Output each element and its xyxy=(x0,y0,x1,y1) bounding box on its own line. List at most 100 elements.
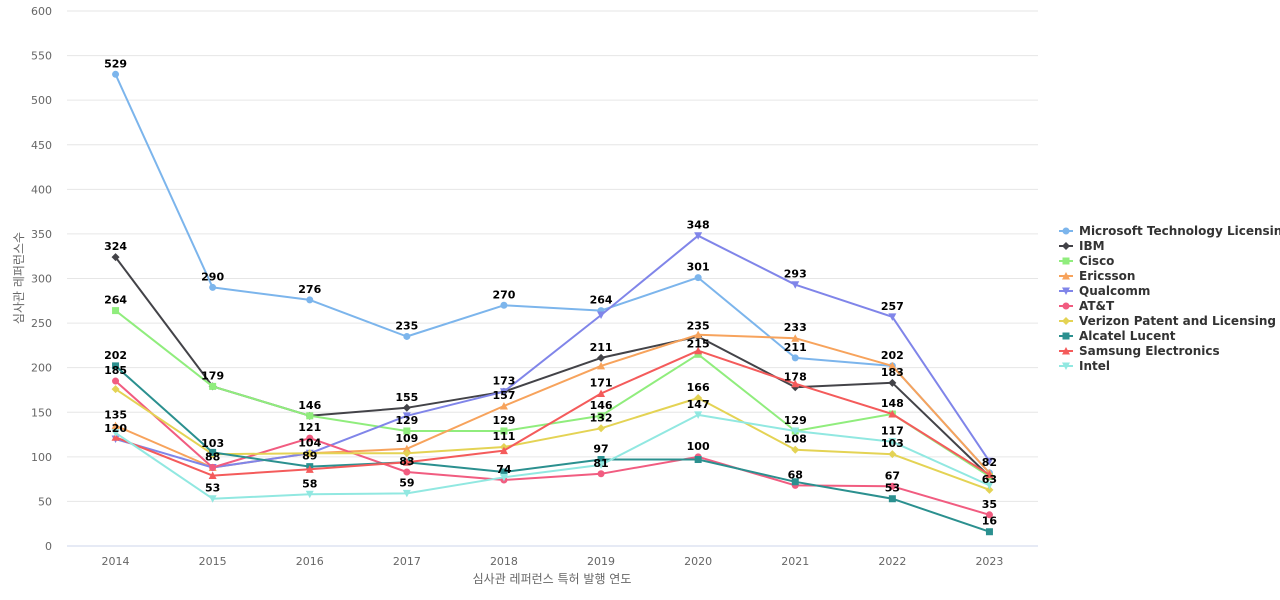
legend-item[interactable]: AT&T xyxy=(1059,299,1115,313)
legend-label: Intel xyxy=(1079,359,1110,373)
data-label: 202 xyxy=(104,349,127,362)
data-label: 83 xyxy=(399,455,414,468)
y-tick-label: 400 xyxy=(31,183,52,196)
legend-marker xyxy=(1062,242,1070,250)
data-label: 53 xyxy=(885,482,900,495)
legend-label: Cisco xyxy=(1079,254,1114,268)
data-point xyxy=(694,274,702,282)
legend-label: Verizon Patent and Licensing xyxy=(1079,314,1276,328)
data-point xyxy=(597,456,605,464)
data-point xyxy=(985,485,994,494)
data-point xyxy=(791,379,800,388)
series-1 xyxy=(111,253,994,481)
series-line xyxy=(114,256,991,478)
data-point xyxy=(402,412,411,420)
y-tick-label: 350 xyxy=(31,228,52,241)
data-point xyxy=(402,403,411,412)
legend-label: Samsung Electronics xyxy=(1079,344,1220,358)
legend-item[interactable]: IBM xyxy=(1059,239,1105,253)
legend-marker xyxy=(1062,257,1070,265)
data-label: 183 xyxy=(881,366,904,379)
data-label: 88 xyxy=(205,451,220,464)
data-point xyxy=(305,490,314,499)
series-line xyxy=(114,413,990,500)
y-tick-label: 250 xyxy=(31,317,52,330)
y-tick-label: 550 xyxy=(31,50,52,63)
data-label: 117 xyxy=(881,425,904,438)
data-label: 211 xyxy=(784,341,807,354)
legend-marker xyxy=(1062,362,1070,370)
data-point xyxy=(985,457,994,466)
data-point xyxy=(305,465,314,473)
series-7 xyxy=(112,362,993,536)
legend-marker xyxy=(1062,287,1070,295)
data-label: 89 xyxy=(302,450,317,463)
legend-item[interactable]: Intel xyxy=(1059,359,1110,373)
data-point xyxy=(403,468,411,476)
data-label: 135 xyxy=(104,409,127,422)
data-point xyxy=(888,482,896,490)
data-label: 257 xyxy=(881,300,904,313)
data-point xyxy=(791,445,800,454)
data-point xyxy=(111,421,120,430)
data-point xyxy=(111,385,120,394)
legend-item[interactable]: Cisco xyxy=(1059,254,1114,268)
legend-item[interactable]: Qualcomm xyxy=(1059,284,1150,298)
legend-item[interactable]: Microsoft Technology Licensing xyxy=(1059,224,1280,238)
data-point xyxy=(305,449,314,458)
data-label: 235 xyxy=(687,319,710,332)
legend-marker xyxy=(1062,317,1070,325)
data-point xyxy=(209,464,217,472)
legend-item[interactable]: Alcatel Lucent xyxy=(1059,329,1176,343)
data-label: 104 xyxy=(298,436,321,449)
data-point xyxy=(112,70,120,78)
data-point xyxy=(985,528,993,536)
series-0 xyxy=(112,70,993,477)
x-tick-label: 2018 xyxy=(490,555,518,568)
data-label: 348 xyxy=(687,219,710,232)
data-point xyxy=(791,354,799,362)
x-tick-label: 2020 xyxy=(684,555,712,568)
y-tick-label: 300 xyxy=(31,273,52,286)
data-label: 171 xyxy=(590,377,613,390)
data-point xyxy=(208,471,217,480)
data-point xyxy=(597,389,606,398)
data-point xyxy=(499,402,508,410)
data-label: 108 xyxy=(784,433,807,446)
series-line xyxy=(114,309,990,478)
x-tick-label: 2014 xyxy=(102,555,130,568)
data-point xyxy=(694,456,702,464)
series-4 xyxy=(111,232,994,472)
data-point xyxy=(888,450,897,459)
data-point xyxy=(112,377,120,385)
y-axis-title: 심사관 레퍼런스수 xyxy=(12,232,26,324)
data-point xyxy=(500,427,508,435)
data-point xyxy=(209,283,217,291)
data-label: 121 xyxy=(298,421,321,434)
data-label: 264 xyxy=(104,294,127,307)
data-point xyxy=(499,473,508,482)
legend-item[interactable]: Verizon Patent and Licensing xyxy=(1059,314,1276,328)
data-point xyxy=(985,511,993,519)
data-point xyxy=(500,301,508,309)
data-point xyxy=(111,433,120,441)
data-point xyxy=(888,361,897,370)
series-9 xyxy=(111,411,994,503)
legend-item[interactable]: Ericsson xyxy=(1059,269,1135,283)
data-label: 173 xyxy=(492,375,515,388)
data-label: 58 xyxy=(302,477,317,490)
data-point xyxy=(888,313,897,321)
data-point xyxy=(209,382,217,390)
x-tick-label: 2016 xyxy=(296,555,324,568)
legend-item[interactable]: Samsung Electronics xyxy=(1059,344,1220,358)
data-label: 100 xyxy=(687,440,710,453)
data-label: 16 xyxy=(982,515,998,528)
data-label: 67 xyxy=(885,469,900,482)
data-point xyxy=(500,468,508,476)
data-label: 233 xyxy=(784,321,807,334)
series-line xyxy=(114,380,990,516)
data-point xyxy=(694,330,703,339)
legend-marker xyxy=(1062,347,1070,355)
y-tick-label: 200 xyxy=(31,362,52,375)
